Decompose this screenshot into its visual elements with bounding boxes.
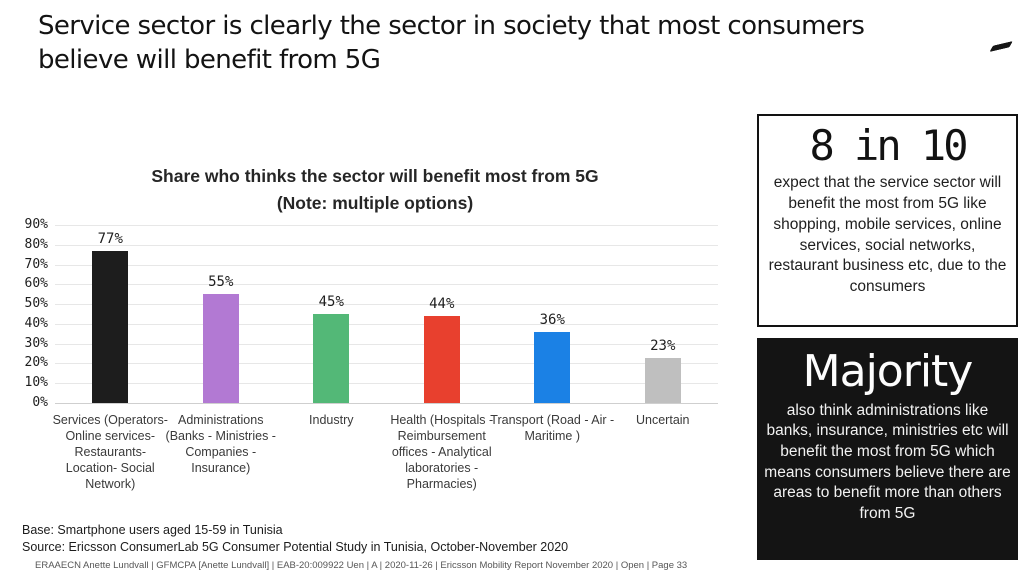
y-tick-label: 30% bbox=[24, 335, 48, 351]
ericsson-logo-icon bbox=[983, 19, 1017, 55]
gridline bbox=[55, 363, 718, 365]
stat-body: expect that the service sector will bene… bbox=[768, 174, 1007, 296]
bar-chart: Share who thinks the sector will benefit… bbox=[0, 150, 750, 550]
bar-category-label: Uncertain bbox=[636, 413, 690, 427]
y-tick-label: 70% bbox=[24, 256, 48, 272]
bar-value-label: 36% bbox=[539, 311, 565, 328]
y-tick-label: 0% bbox=[32, 395, 48, 410]
majority-headline: Majority bbox=[802, 346, 974, 397]
chart-title: Share who thinks the sector will benefit… bbox=[0, 163, 750, 217]
gridline bbox=[55, 343, 718, 345]
bar-value-label: 55% bbox=[208, 274, 234, 291]
y-tick-label: 60% bbox=[24, 276, 48, 292]
bar-value-label: 45% bbox=[318, 294, 344, 310]
bar-value-label: 23% bbox=[650, 337, 676, 354]
bar-category-label: Industry bbox=[309, 413, 354, 427]
bar bbox=[92, 250, 129, 403]
y-tick-label: 50% bbox=[24, 296, 48, 312]
bar-value-label: 77% bbox=[97, 230, 123, 247]
page-title-line1: Service sector is clearly the sector in … bbox=[38, 11, 865, 41]
base-note: Base: Smartphone users aged 15-59 in Tun… bbox=[22, 523, 283, 537]
bar bbox=[423, 315, 460, 403]
gridline bbox=[55, 323, 718, 325]
bar-value-label: 44% bbox=[429, 295, 455, 312]
bar-category-label: Administrations (Banks - Ministries - Co… bbox=[165, 413, 276, 475]
bar bbox=[534, 331, 571, 403]
gridline bbox=[55, 403, 718, 404]
page-title: Service sector is clearly the sector in … bbox=[38, 10, 968, 78]
gridline bbox=[55, 284, 718, 286]
gridline bbox=[55, 244, 718, 246]
y-tick-label: 80% bbox=[24, 236, 48, 252]
gridline bbox=[55, 304, 718, 306]
gridline bbox=[55, 264, 718, 266]
plot-area: 77% 55% 45% 44% 36% 23% bbox=[55, 225, 718, 404]
stat-callout-box: 8 in 10 expect that the service sector w… bbox=[757, 114, 1018, 327]
y-tick-label: 40% bbox=[24, 315, 48, 331]
y-tick-label: 90% bbox=[24, 217, 48, 232]
chart-title-line: Share who thinks the sector will benefit… bbox=[151, 166, 599, 186]
bar-category-label: Transport (Road - Air - Maritime ) bbox=[490, 413, 615, 443]
bar-category-label: Services (Operators-Online services- Res… bbox=[52, 413, 168, 491]
y-tick-label: 20% bbox=[24, 355, 48, 371]
stat-headline: 8 in 10 bbox=[809, 121, 968, 170]
source-note: Source: Ericsson ConsumerLab 5G Consumer… bbox=[22, 540, 569, 554]
document-footer: ERAAECN Anette Lundvall | GFMCPA [Anette… bbox=[35, 560, 688, 571]
bar bbox=[313, 314, 350, 403]
gridline bbox=[55, 383, 718, 385]
y-tick-label: 10% bbox=[24, 375, 48, 391]
bar bbox=[644, 357, 681, 403]
bar bbox=[202, 294, 239, 403]
majority-callout-box: Majority also think administrations like… bbox=[757, 338, 1018, 560]
bar-category-label: Health (Hospitals - Reimbursement office… bbox=[390, 413, 494, 491]
logo-bar-icon bbox=[989, 41, 1013, 52]
page-title-line2: believe will benefit from 5G bbox=[38, 44, 381, 75]
majority-body: also think administrations like banks, i… bbox=[764, 401, 1011, 522]
chart-subtitle-line: (Note: multiple options) bbox=[276, 193, 474, 214]
gridline bbox=[55, 225, 718, 226]
